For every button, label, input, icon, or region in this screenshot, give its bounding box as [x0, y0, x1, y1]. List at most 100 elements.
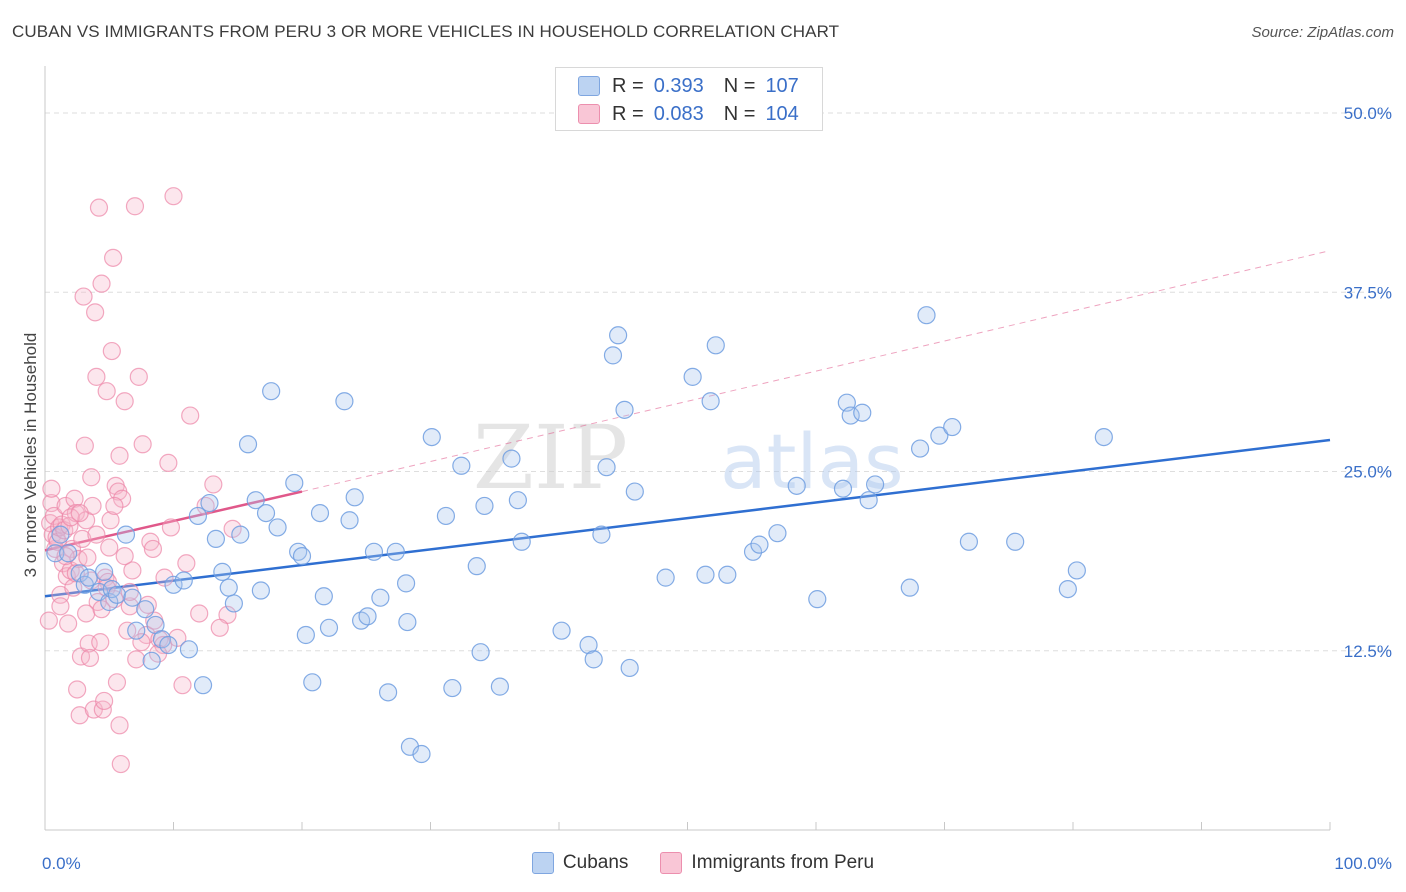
- cuban-point: [335, 392, 354, 411]
- peru-point: [92, 274, 111, 293]
- cuban-point: [512, 532, 531, 551]
- peru-point: [173, 676, 192, 695]
- legend-swatch-cubans: [531, 852, 554, 874]
- cuban-point: [787, 476, 806, 495]
- cuban-point: [706, 336, 725, 355]
- legend-n-label: N =: [723, 74, 756, 97]
- peru-point: [143, 539, 163, 559]
- watermark-atlas: atlas: [720, 417, 904, 506]
- legend-item-cubans[interactable]: Cubans: [531, 852, 628, 874]
- cuban-point: [656, 568, 675, 587]
- cuban-point: [398, 612, 417, 632]
- cuban-point: [696, 565, 715, 584]
- y-tick-label: 37.5%: [1344, 283, 1392, 302]
- peru-point: [97, 382, 116, 401]
- cuban-point: [579, 635, 598, 655]
- peru-point: [70, 503, 89, 523]
- cuban-point: [314, 587, 333, 606]
- cuban-point: [256, 503, 276, 523]
- cuban-point: [102, 579, 121, 599]
- cuban-point: [219, 578, 238, 597]
- peru-point: [133, 435, 152, 454]
- peru-point: [105, 496, 124, 516]
- x-tick-labels: 0.0% 100.0%: [42, 854, 1392, 873]
- x-tick-label-min: 0.0%: [42, 854, 81, 873]
- peru-point: [132, 633, 151, 652]
- peru-point: [177, 554, 196, 573]
- cuban-point: [620, 658, 639, 678]
- cuban-point: [552, 621, 571, 640]
- peru-point: [101, 511, 120, 530]
- legend-label-peru: Immigrants from Peru: [691, 852, 875, 873]
- cuban-point: [910, 439, 930, 458]
- legend-item-peru[interactable]: Immigrants from Peru: [660, 852, 874, 874]
- watermark-zip: ZIP: [473, 406, 628, 509]
- cuban-point: [345, 488, 364, 507]
- legend-r-label: R =: [612, 74, 644, 97]
- cuban-point: [584, 650, 603, 669]
- cuban-point: [340, 511, 359, 530]
- peru-point: [154, 635, 173, 655]
- peru-point: [56, 547, 75, 566]
- peru-point: [59, 614, 78, 633]
- watermark: ZIP atlas: [473, 406, 904, 509]
- peru-point: [107, 673, 127, 692]
- cuban-point: [59, 544, 78, 563]
- cuban-point: [508, 491, 527, 510]
- cuban-point: [930, 426, 949, 445]
- cuban-point: [502, 449, 521, 468]
- peru-point: [102, 341, 121, 361]
- peru-point: [78, 548, 97, 567]
- cuban-point: [46, 544, 65, 563]
- peru-point: [80, 648, 100, 668]
- peru-point: [77, 604, 96, 623]
- cuban-point: [127, 621, 146, 640]
- peru-point: [110, 446, 129, 465]
- peru-point: [112, 489, 132, 508]
- cuban-point: [159, 635, 178, 655]
- cuban-point: [422, 427, 441, 447]
- y-tick-label: 12.5%: [1344, 642, 1392, 661]
- peru-point: [100, 538, 119, 557]
- y-tick-label: 25.0%: [1344, 463, 1392, 482]
- legend-swatch-peru: [660, 852, 683, 874]
- peru-point: [65, 489, 84, 508]
- y-tick-labels: 12.5% 25.0% 37.5% 50.0%: [1344, 104, 1392, 661]
- peru-point: [87, 525, 106, 544]
- cuban-point: [396, 574, 416, 593]
- legend-r-value: 0.393: [653, 74, 704, 97]
- peru-point: [159, 453, 178, 473]
- trend-lines: [44, 250, 1331, 598]
- cuban-point: [1006, 532, 1025, 551]
- legend-r-label: R =: [612, 102, 644, 125]
- cuban-point: [142, 651, 161, 670]
- cuban-point: [943, 417, 962, 437]
- peru-point: [42, 479, 61, 498]
- cuban-point: [303, 673, 322, 692]
- cuban-point: [123, 588, 142, 607]
- legend-row-cubans: R = 0.393 N = 107: [578, 73, 799, 99]
- peru-point: [204, 475, 223, 494]
- peru-point: [104, 248, 123, 267]
- cuban-point: [164, 575, 183, 594]
- gridlines: [45, 112, 1392, 652]
- cuban-point: [808, 590, 827, 609]
- cuban-point: [358, 607, 377, 626]
- cuban-point: [853, 403, 872, 422]
- peru-point: [141, 532, 160, 551]
- peru-point: [127, 650, 146, 669]
- cuban-point: [292, 547, 312, 566]
- peru-point: [75, 436, 94, 455]
- cuban-point: [597, 458, 616, 477]
- peru-point: [161, 518, 181, 537]
- peru-point: [115, 547, 134, 566]
- cubans-trend-line: [44, 438, 1331, 598]
- cuban-point: [238, 435, 258, 454]
- peru-point: [115, 392, 134, 411]
- cuban-point: [603, 346, 623, 365]
- cuban-point: [310, 503, 330, 523]
- cuban-point: [200, 493, 219, 513]
- cuban-point: [107, 585, 127, 604]
- peru-point: [181, 406, 200, 425]
- cuban-point: [959, 532, 979, 551]
